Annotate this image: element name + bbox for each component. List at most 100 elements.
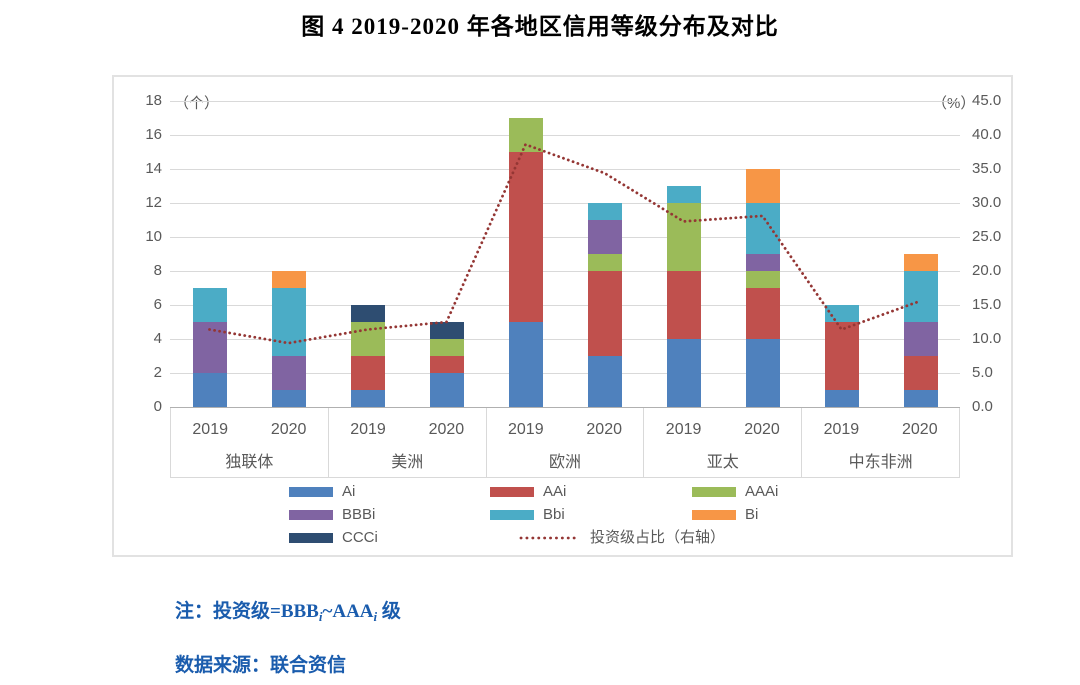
bar-segment-Ai <box>350 390 385 407</box>
axis-group-中东非洲: 2019 2020 中东非洲 <box>801 408 960 477</box>
right-axis-tick: 5.0 <box>972 364 993 381</box>
legend-label: CCCi <box>342 529 378 546</box>
legend-label: Ai <box>342 483 356 500</box>
year-label: 2020 <box>270 421 307 438</box>
legend-item-line: 投资级占比（右轴） <box>519 530 725 545</box>
right-axis-tick: 10.0 <box>972 330 1002 347</box>
bar-segment-Ai <box>666 339 701 407</box>
data-source-note: 数据来源：联合资信 <box>175 655 347 676</box>
legend-swatch-AAAi <box>692 487 736 497</box>
bar-segment-Ai <box>745 339 780 407</box>
bar-segment-Bbi <box>745 203 780 254</box>
bar-segment-Ai <box>271 390 306 407</box>
left-axis-tick: 10 <box>145 228 162 245</box>
investment-grade-share-line <box>208 142 922 345</box>
gridline <box>170 373 960 374</box>
bar-segment-Ai <box>587 356 622 407</box>
right-axis-tick: 25.0 <box>972 228 1002 245</box>
note-subscript: i <box>318 609 323 624</box>
left-axis-tick: 16 <box>145 126 162 143</box>
legend-swatch-BBBi <box>289 510 333 520</box>
left-axis-tick: 0 <box>153 398 162 415</box>
bar-segment-AAi <box>824 322 859 390</box>
year-label: 2020 <box>902 421 938 438</box>
bar-segment-BBBi <box>903 322 938 356</box>
year-label: 2019 <box>192 421 228 438</box>
left-axis-tick: 14 <box>145 160 162 177</box>
bar-segment-Bi <box>903 254 938 271</box>
legend-label: AAi <box>543 483 567 500</box>
left-axis-tick: 6 <box>153 296 162 313</box>
axis-group-亚太: 2019 2020 亚太 <box>643 408 801 477</box>
right-axis-tick: 20.0 <box>972 262 1002 279</box>
bar-segment-Ai <box>192 373 227 407</box>
gridline <box>170 237 960 238</box>
right-axis-tick: 15.0 <box>972 296 1002 313</box>
year-label: 2020 <box>744 421 780 438</box>
legend-item-CCCi: CCCi <box>289 529 378 546</box>
gridline <box>170 305 960 306</box>
left-axis-tick: 12 <box>145 194 162 211</box>
note-part: 注：投资级=BBB <box>175 601 319 622</box>
bar-segment-AAAi <box>587 254 622 271</box>
legend-item-Bbi: Bbi <box>490 506 565 523</box>
bar-segment-AAAi <box>350 322 385 356</box>
note-subscript: i <box>373 609 378 624</box>
axis-group-欧洲: 2019 2020 欧洲 <box>485 408 644 477</box>
gridline <box>170 135 960 136</box>
chart-title: 图 4 2019-2020 年各地区信用等级分布及对比 <box>301 14 779 39</box>
bar-segment-AAi <box>903 356 938 390</box>
bar-segment-BBBi <box>745 254 780 271</box>
plot-area <box>170 101 960 407</box>
left-axis-tick: 18 <box>145 92 162 109</box>
year-label: 2020 <box>586 421 622 438</box>
left-axis-tick: 4 <box>153 330 162 347</box>
category-axis: 2019 2020 独联体 2019 2020 美洲 2019 2020 欧洲 2019 2020 亚… <box>170 407 960 478</box>
legend-item-Ai: Ai <box>289 483 356 500</box>
bar-segment-CCCi <box>429 322 464 339</box>
axis-group-独联体: 2019 2020 独联体 <box>170 408 328 477</box>
bar-segment-CCCi <box>350 305 385 322</box>
bar-segment-AAi <box>587 271 622 356</box>
year-label: 2019 <box>665 421 702 438</box>
axis-group-美洲: 2019 2020 美洲 <box>327 408 486 477</box>
gridline <box>170 169 960 170</box>
bar-segment-Bbi <box>271 288 306 356</box>
bar-segment-Bi <box>271 271 306 288</box>
legend-dotted-line-swatch <box>519 536 581 540</box>
region-label: 美洲 <box>391 454 424 471</box>
gridline <box>170 339 960 340</box>
bar-segment-AAAi <box>745 271 780 288</box>
year-label: 2019 <box>508 421 544 438</box>
note-part: ~AAA <box>322 601 374 622</box>
bar-segment-Ai <box>824 390 859 407</box>
gridline <box>170 271 960 272</box>
bar-segment-AAAi <box>429 339 464 356</box>
gridline <box>170 101 960 102</box>
bar-segment-Bbi <box>192 288 227 322</box>
right-axis-unit-label: （%） <box>932 95 976 112</box>
legend-item-AAAi: AAAi <box>692 484 778 499</box>
chart-area: （个） （%） 0 2 4 6 8 10 12 14 16 18 0.0 5.0 10.0 15.0 20.… <box>112 75 1013 557</box>
bar-segment-Ai <box>429 373 464 407</box>
left-axis-unit-label: （个） <box>174 95 220 112</box>
legend-swatch-Bi <box>692 510 736 520</box>
bar-segment-Bbi <box>587 203 622 220</box>
bar-segment-BBBi <box>271 356 306 390</box>
region-label: 中东非洲 <box>848 454 913 471</box>
gridline <box>170 203 960 204</box>
legend-label: BBBi <box>342 506 376 523</box>
right-axis-tick: 0.0 <box>972 398 993 415</box>
bar-segment-AAi <box>666 271 701 339</box>
right-axis-tick: 40.0 <box>972 126 1002 143</box>
legend-label: Bbi <box>543 506 565 523</box>
legend-swatch-AAi <box>490 487 534 497</box>
year-label: 2019 <box>823 421 860 438</box>
legend-swatch-CCCi <box>289 533 333 543</box>
bar-segment-BBBi <box>587 220 622 254</box>
region-label: 亚太 <box>706 454 739 471</box>
bar-segment-AAi <box>745 288 780 339</box>
year-label: 2019 <box>350 421 386 438</box>
legend-swatch-Ai <box>289 487 333 497</box>
